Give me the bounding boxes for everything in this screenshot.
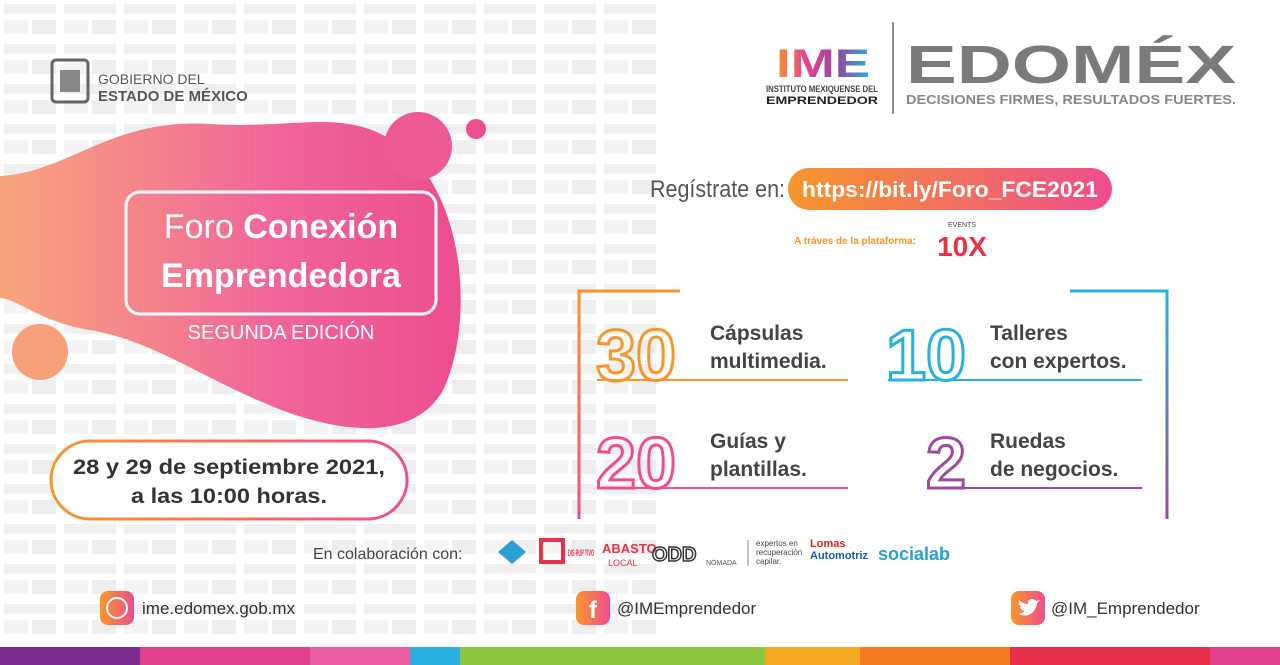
- event-title: Foro Conexión: [164, 208, 398, 246]
- feature-number: 30: [596, 316, 676, 396]
- event-date: a las 10:00 horas.: [131, 485, 327, 508]
- collaboration-label: En colaboración con:: [313, 546, 462, 563]
- footer-website[interactable]: ime.edomex.gob.mx: [142, 599, 296, 618]
- color-strip: [0, 647, 1280, 665]
- partner-name: expertos en: [756, 539, 798, 548]
- register-url[interactable]: https://bit.ly/Foro_FCE2021: [802, 177, 1098, 202]
- partner-icon: [539, 538, 565, 564]
- strip-segment: [140, 647, 310, 665]
- facebook-icon: [576, 591, 610, 625]
- partner-icon: [498, 540, 526, 564]
- feature-text: Ruedas: [990, 430, 1066, 453]
- decorative-circle: [466, 119, 486, 139]
- feature-text: con expertos.: [990, 350, 1127, 373]
- edomex-wordmark: EDOMÉX: [906, 35, 1236, 95]
- feature-text: plantillas.: [710, 458, 807, 481]
- partner-name: Automotriz: [810, 550, 869, 562]
- partner-name: ABASTO: [602, 541, 657, 556]
- strip-segment: [765, 647, 860, 665]
- feature-text: Talleres: [990, 322, 1068, 345]
- platform-label: A tráves de la plataforma:: [794, 236, 916, 247]
- event-title-bold: Conexión: [243, 208, 398, 246]
- date-pill: [49, 439, 409, 521]
- event-date: 28 y 29 de septiembre 2021,: [73, 456, 385, 479]
- platform-small: EVENTS: [948, 222, 976, 229]
- platform-name: 10X: [937, 231, 987, 262]
- footer-facebook[interactable]: @IMEmprendedor: [617, 599, 756, 618]
- ime-logo: IME INSTITUTO MEXIQUENSE DEL EMPRENDEDOR: [766, 42, 878, 107]
- decorative-circle: [384, 112, 452, 180]
- twitter-glyph: [1018, 598, 1040, 616]
- ime-name: INSTITUTO MEXIQUENSE DEL: [766, 84, 878, 95]
- strip-segment: [1210, 647, 1280, 665]
- strip-segment: [0, 647, 140, 665]
- coat-of-arms: [50, 58, 90, 104]
- feature-number: 10: [886, 316, 966, 396]
- partner-name: ODD: [652, 544, 696, 566]
- strip-segment: [410, 647, 460, 665]
- strip-segment: [460, 647, 765, 665]
- feature-text: Cápsulas: [710, 322, 803, 345]
- feature: 20 Guías y plantillas.: [595, 423, 848, 506]
- edomex-slogan: DECISIONES FIRMES, RESULTADOS FUERTES.: [906, 92, 1236, 107]
- facebook-glyph: f: [589, 597, 598, 624]
- strip-segment: [310, 647, 410, 665]
- partner-name: LOCAL: [608, 558, 638, 568]
- partner-logos: DIS RUP TIVO ABASTO LOCAL ODD NÓMADA exp…: [498, 538, 950, 568]
- event-edition: SEGUNDA EDICIÓN: [188, 321, 375, 344]
- register-label: Regístrate en:: [650, 176, 785, 203]
- frame-left: [577, 289, 680, 519]
- government-logo: GOBIERNO DEL ESTADO DE MÉXICO: [50, 58, 248, 105]
- footer-twitter[interactable]: @IM_Emprendedor: [1051, 599, 1200, 618]
- feature-text: de negocios.: [990, 458, 1118, 481]
- government-line: ESTADO DE MÉXICO: [98, 88, 248, 105]
- edomex-logo: EDOMÉX DECISIONES FIRMES, RESULTADOS FUE…: [906, 35, 1236, 107]
- partner-name: NÓMADA: [706, 558, 737, 567]
- feature: 10 Talleres con expertos.: [885, 315, 1142, 398]
- ime-name: EMPRENDEDOR: [766, 95, 878, 107]
- decorative-circle: [12, 324, 68, 380]
- web-icon-glyph: [106, 597, 128, 619]
- event-title-light: Foro: [164, 208, 234, 246]
- decorative-blob: [0, 122, 461, 429]
- partner-name: socialab: [878, 544, 950, 564]
- feature-number: 2: [926, 424, 966, 504]
- feature-text: Guías y: [710, 430, 786, 453]
- event-title: Emprendedora: [161, 257, 402, 295]
- partner-name: capilar.: [756, 557, 781, 566]
- feature: 2 Ruedas de negocios.: [925, 423, 1142, 506]
- url-pill: [788, 168, 1112, 210]
- strip-segment: [1010, 647, 1210, 665]
- partner-name: Lomas: [810, 538, 845, 550]
- web-icon: [100, 591, 134, 625]
- frame-right: [1070, 289, 1169, 519]
- ime-mark: IME: [776, 42, 870, 86]
- feature: 30 Cápsulas multimedia.: [595, 315, 848, 398]
- title-frame: [124, 190, 438, 316]
- feature-number: 20: [596, 424, 676, 504]
- strip-segment: [860, 647, 1010, 665]
- feature-text: multimedia.: [710, 350, 827, 373]
- partner-name: DIS RUP TIVO: [568, 548, 594, 558]
- partner-name: recuperación: [756, 548, 802, 557]
- coat-of-arms-center: [60, 70, 80, 92]
- government-line: GOBIERNO DEL: [98, 71, 205, 87]
